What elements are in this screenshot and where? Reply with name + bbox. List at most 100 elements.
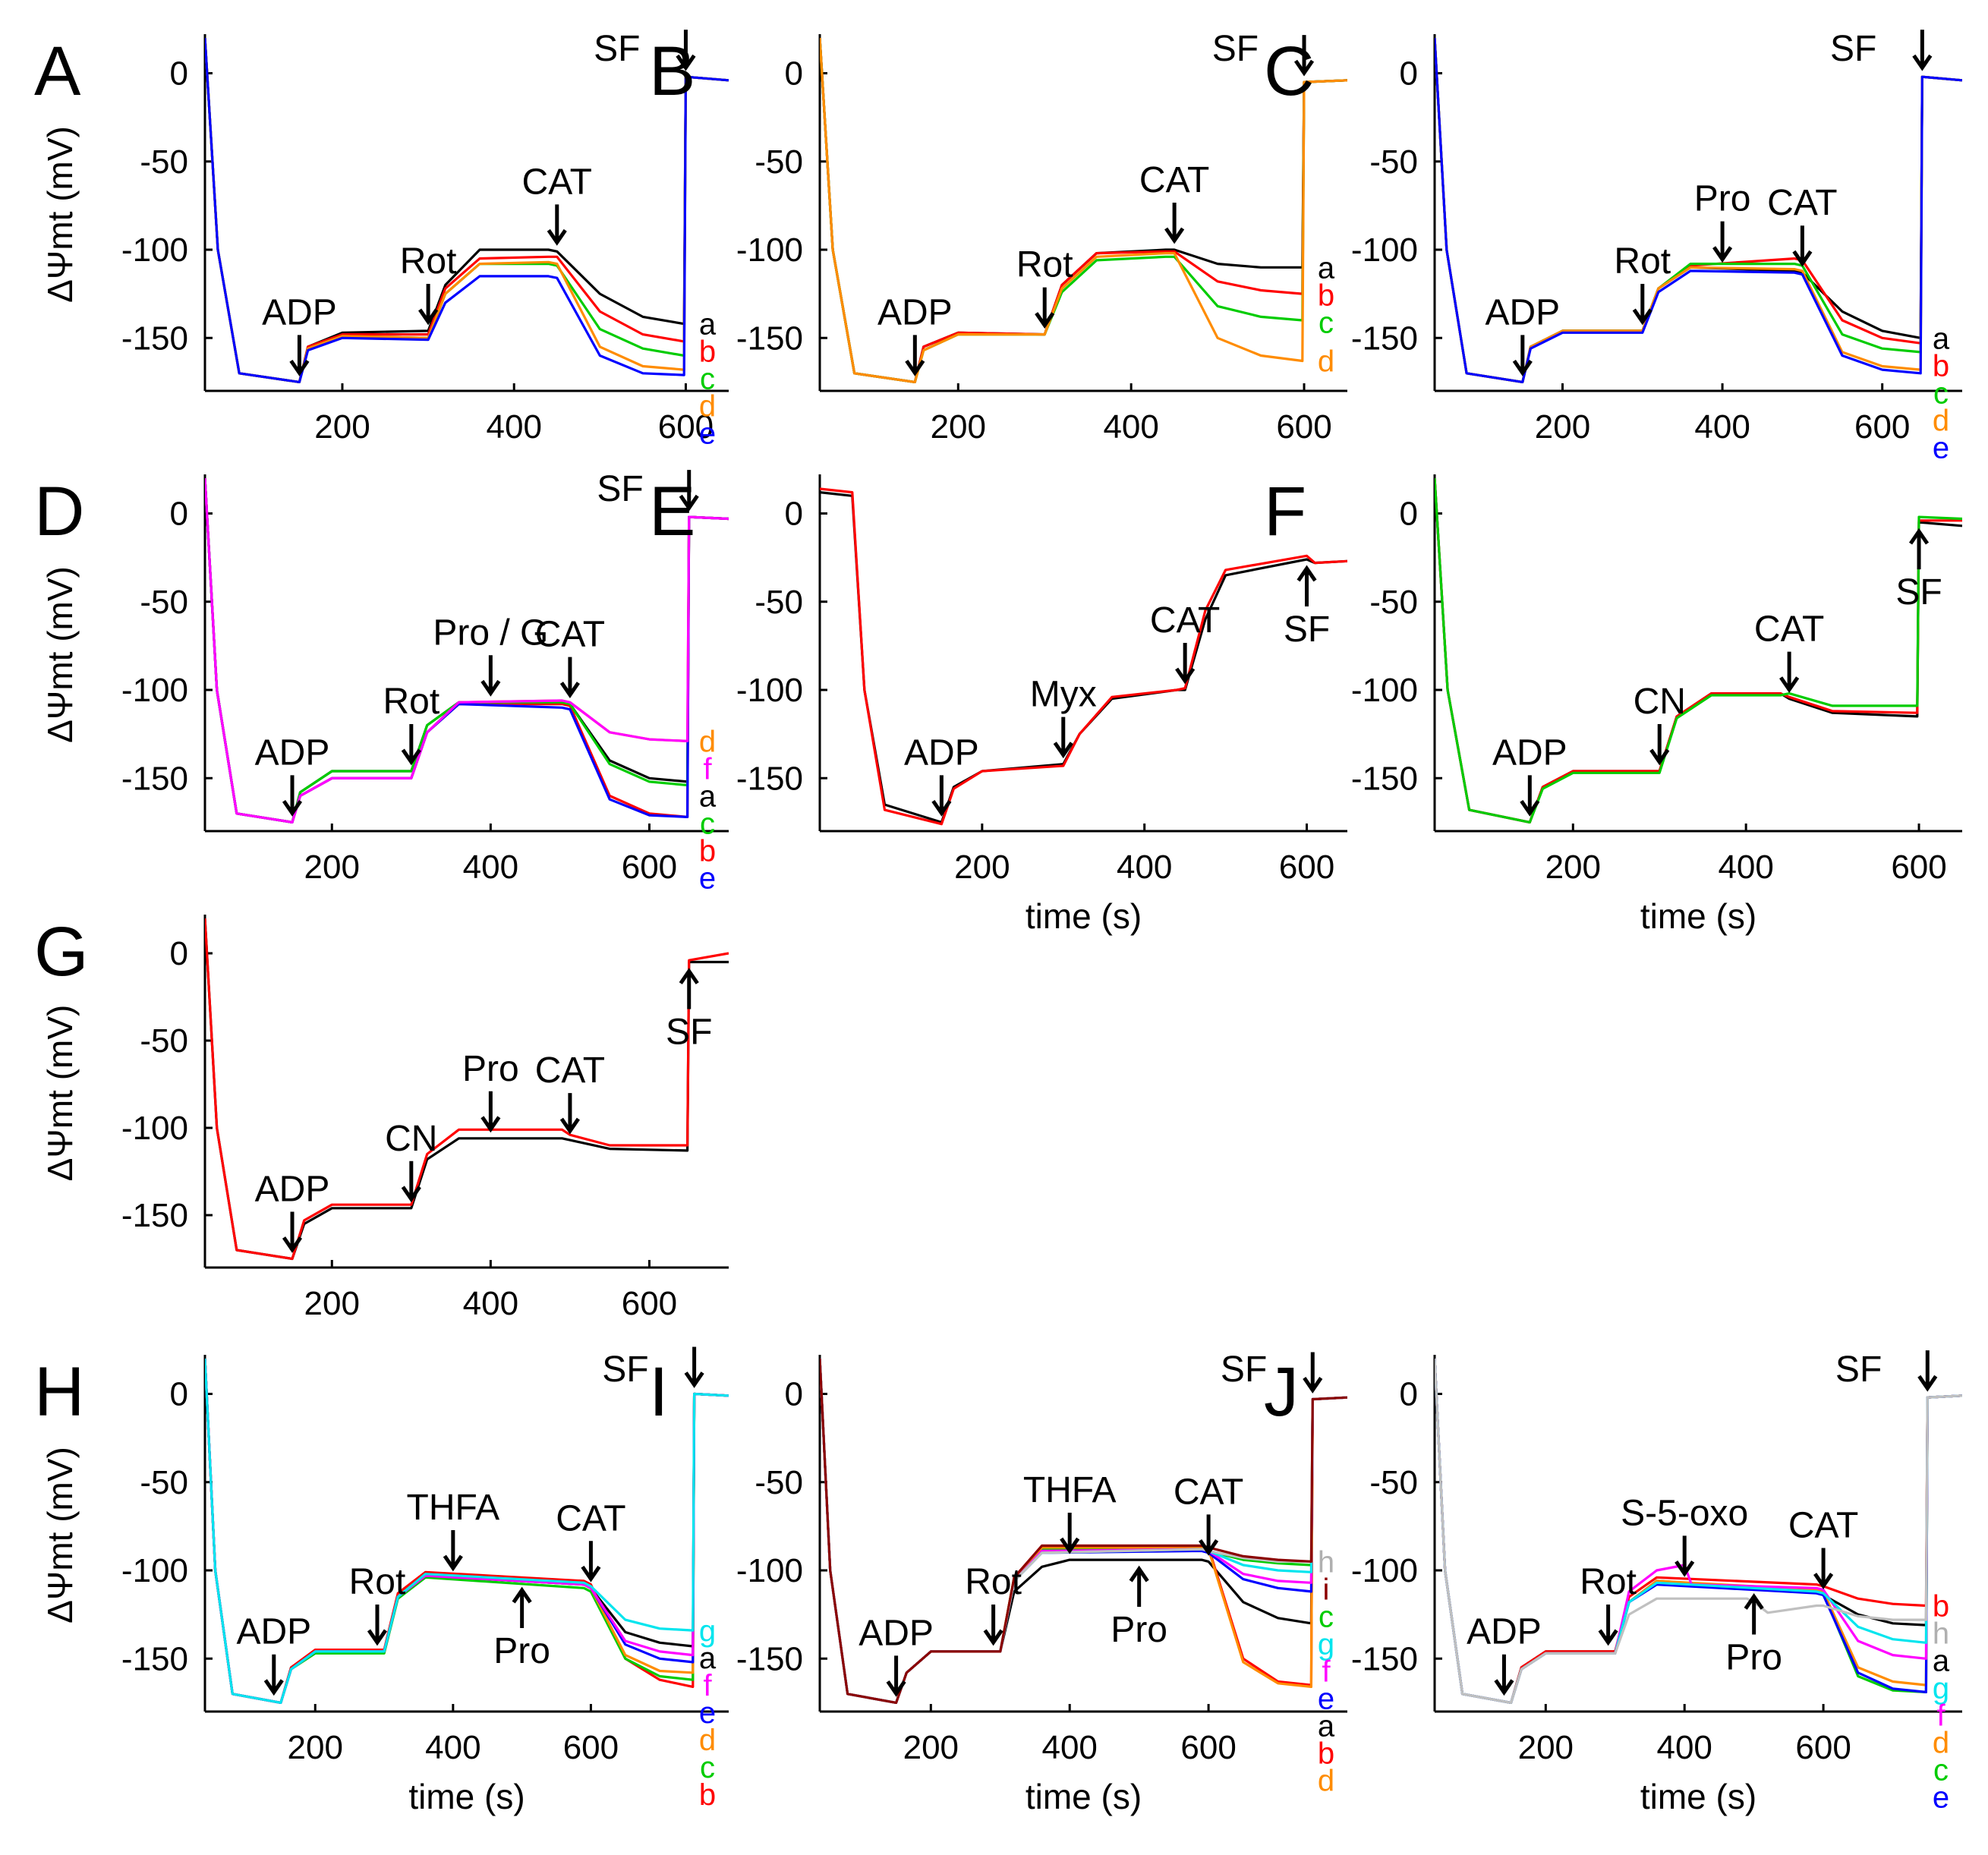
annotation-label: Pro bbox=[493, 1631, 550, 1671]
x-tick-label: 200 bbox=[304, 1285, 360, 1322]
annotation-label: ADP bbox=[1467, 1612, 1542, 1652]
arrow-down-icon bbox=[1494, 1654, 1514, 1696]
annotation-sf: SF bbox=[1212, 29, 1315, 77]
y-tick-label: -100 bbox=[736, 231, 803, 269]
annotation-cat: CAT bbox=[1139, 160, 1209, 244]
y-tick-label: -50 bbox=[140, 143, 188, 181]
annotation-sf: SF bbox=[597, 469, 699, 512]
x-tick-label: 400 bbox=[463, 1285, 518, 1322]
annotation-label: Rot bbox=[400, 241, 457, 282]
annotation-label: Myx bbox=[1030, 675, 1097, 715]
annotation-rot: Rot bbox=[349, 1562, 406, 1646]
y-tick-label: 0 bbox=[1400, 1376, 1418, 1413]
annotation-label: ADP bbox=[255, 732, 330, 773]
y-tick-label: -150 bbox=[121, 1640, 188, 1677]
arrow-down-icon bbox=[679, 470, 699, 512]
annotation-adp: ADP bbox=[877, 292, 953, 376]
trace-label: a bbox=[1933, 322, 1950, 355]
trace-label: c bbox=[1933, 1754, 1949, 1787]
x-axis-title: time (s) bbox=[1026, 896, 1142, 936]
y-tick-label: -150 bbox=[1351, 320, 1418, 357]
trace-e bbox=[1435, 37, 1962, 383]
y-axis-title: ΔΨmt (mV) bbox=[40, 1005, 80, 1182]
annotation-sf: SF bbox=[1830, 29, 1933, 71]
annotation-label: ADP bbox=[262, 292, 337, 332]
arrow-down-icon bbox=[1779, 651, 1800, 694]
arrow-down-icon bbox=[263, 1654, 284, 1696]
annotation-label: Rot bbox=[349, 1562, 406, 1602]
arrow-down-icon bbox=[559, 1093, 580, 1135]
arrow-down-icon bbox=[931, 775, 952, 817]
annotation-adp: ADP bbox=[255, 1170, 329, 1253]
trace-label: a bbox=[699, 308, 717, 342]
arrow-down-icon bbox=[1598, 1604, 1618, 1646]
panel-e: E 0 -50 -100 -150 200 400 600 time (s) ADP Myx CAT S… bbox=[649, 473, 1347, 936]
annotation-label: Rot bbox=[383, 682, 440, 722]
panel-letter: J bbox=[1264, 1353, 1299, 1431]
trace-label: h bbox=[1318, 1545, 1334, 1579]
y-tick-label: -150 bbox=[121, 760, 188, 797]
trace-label: a bbox=[699, 779, 717, 813]
x-tick-label: 400 bbox=[1656, 1729, 1712, 1766]
trace-red bbox=[205, 918, 729, 1261]
arrow-down-icon bbox=[480, 655, 501, 697]
trace-label: a bbox=[699, 1642, 717, 1675]
y-tick-label: -150 bbox=[121, 1197, 188, 1234]
y-tick-label: -100 bbox=[121, 1552, 188, 1589]
x-axis-title: time (s) bbox=[1026, 1777, 1142, 1816]
annotation-rot: Rot bbox=[400, 241, 457, 326]
y-tick-label: -100 bbox=[121, 231, 188, 269]
arrow-down-icon bbox=[1164, 203, 1185, 244]
annotation-label: ADP bbox=[1485, 292, 1560, 332]
y-tick-label: -50 bbox=[1369, 1464, 1418, 1501]
arrow-down-icon bbox=[401, 723, 421, 766]
y-tick-label: -50 bbox=[1369, 143, 1418, 181]
annotation-label: Rot bbox=[1580, 1562, 1637, 1602]
annotation-label: ADP bbox=[859, 1613, 934, 1653]
panel-f: F 0 -50 -100 -150 200 400 600 time (s) ADP CN CAT SF bbox=[1264, 473, 1962, 936]
trace-label: g bbox=[1318, 1627, 1334, 1661]
y-axis-title: ΔΨmt (mV) bbox=[40, 1447, 80, 1624]
trace-e bbox=[205, 37, 729, 383]
x-tick-label: 400 bbox=[1103, 408, 1158, 446]
y-tick-label: -50 bbox=[140, 1464, 188, 1501]
annotation-cat: CAT bbox=[1150, 600, 1220, 685]
annotation-pro-g: Pro / G bbox=[433, 613, 548, 697]
trace-label: b bbox=[699, 335, 716, 369]
trace-label: c bbox=[1319, 1600, 1334, 1633]
annotation-sf: SF bbox=[666, 968, 712, 1053]
arrow-down-icon bbox=[1512, 335, 1533, 376]
arrow-up-icon bbox=[1129, 1565, 1149, 1608]
x-tick-label: 600 bbox=[1279, 849, 1334, 886]
panel-letter: E bbox=[649, 473, 695, 550]
annotation-label: S-5-oxo bbox=[1621, 1493, 1748, 1533]
arrow-down-icon bbox=[581, 1541, 601, 1583]
arrow-down-icon bbox=[480, 1091, 501, 1133]
annotation-rot: Rot bbox=[1580, 1562, 1637, 1646]
trace-label: d bbox=[1933, 1727, 1949, 1760]
y-tick-label: -100 bbox=[121, 1110, 188, 1147]
annotation-pro: Pro bbox=[1725, 1593, 1782, 1677]
annotation-label: Pro bbox=[1694, 179, 1751, 219]
y-tick-label: 0 bbox=[1400, 496, 1418, 533]
annotation-label: Pro bbox=[462, 1049, 519, 1089]
x-tick-label: 600 bbox=[1795, 1729, 1851, 1766]
trace-d bbox=[820, 37, 1347, 383]
annotation-adp: ADP bbox=[904, 732, 979, 817]
x-tick-label: 200 bbox=[903, 1729, 959, 1766]
arrow-down-icon bbox=[418, 283, 439, 326]
arrow-down-icon bbox=[684, 1346, 704, 1388]
annotation-sf: SF bbox=[1221, 1350, 1323, 1394]
trace-label: d bbox=[1933, 404, 1949, 437]
annotation-pro: Pro bbox=[1111, 1565, 1167, 1650]
annotation-adp: ADP bbox=[859, 1613, 934, 1697]
annotation-label: Pro bbox=[1725, 1637, 1782, 1677]
annotation-label: CAT bbox=[1754, 609, 1824, 650]
x-tick-label: 200 bbox=[1518, 1729, 1574, 1766]
panel-h: H 0 -50 -100 -150 200 400 600 ΔΨmt (mV) time (s) g… bbox=[34, 1346, 729, 1816]
panel-letter: F bbox=[1264, 473, 1306, 550]
annotation-cat: CAT bbox=[556, 1498, 626, 1583]
annotation-label: Pro bbox=[1111, 1610, 1167, 1650]
y-tick-label: -150 bbox=[736, 760, 803, 797]
